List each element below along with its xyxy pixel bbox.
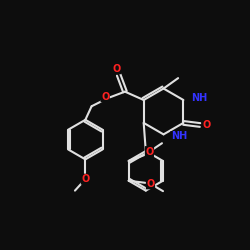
- Text: NH: NH: [171, 132, 187, 141]
- Text: O: O: [202, 120, 210, 130]
- Text: O: O: [81, 174, 90, 184]
- Text: NH: NH: [191, 93, 207, 103]
- Text: O: O: [112, 64, 121, 74]
- Text: O: O: [145, 146, 154, 156]
- Text: O: O: [101, 92, 109, 102]
- Text: O: O: [146, 179, 155, 189]
